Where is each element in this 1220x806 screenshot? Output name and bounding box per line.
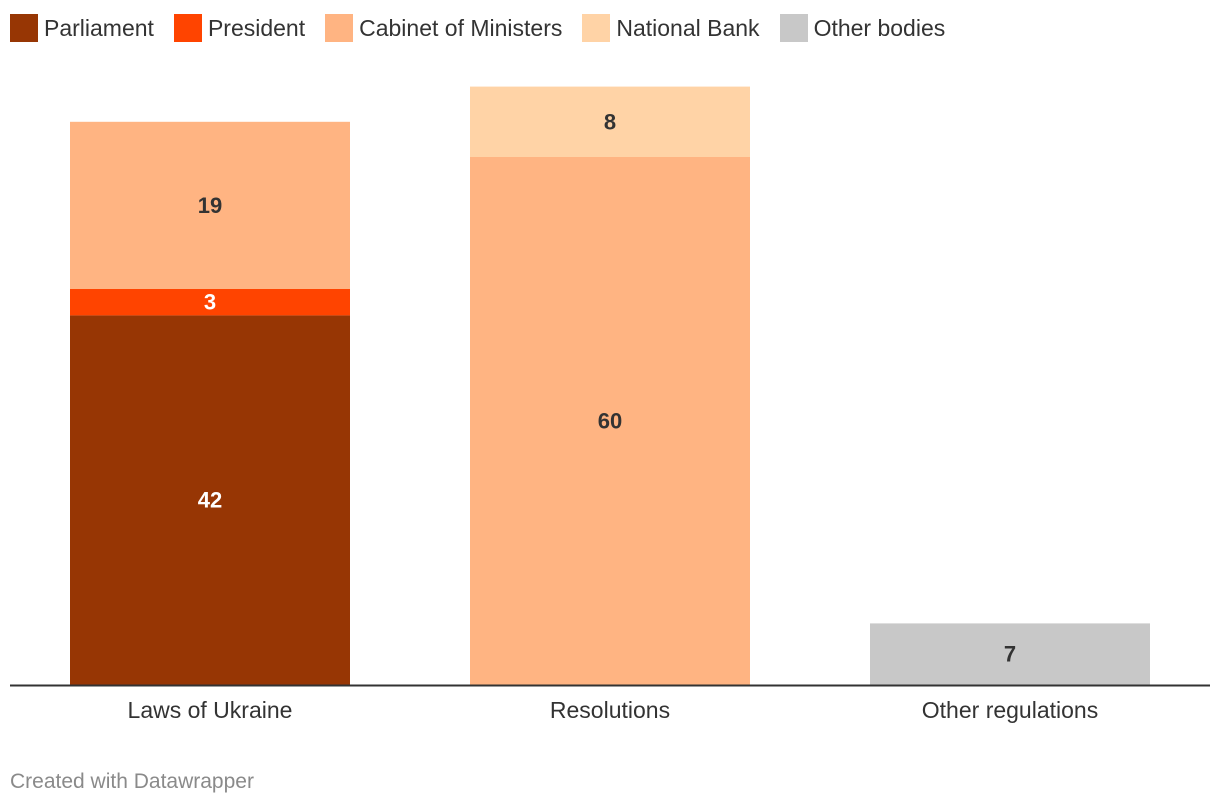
bar-segment [70,315,350,685]
legend-label: Cabinet of Ministers [359,14,563,41]
legend-label: National Bank [616,14,760,41]
data-label: 19 [198,193,222,218]
legend-item: Other bodies [779,14,946,42]
bar-segment [70,289,350,316]
legend-item: Parliament [10,14,154,42]
data-label: 3 [204,290,216,315]
legend-swatch [325,14,354,42]
legend-swatch [10,14,38,42]
bar-segment [870,623,1150,685]
data-label: 60 [598,409,622,434]
bar-segment [470,157,750,685]
x-tick-label: Other regulations [922,697,1098,723]
data-label: 42 [198,488,222,513]
legend-swatch [582,14,611,42]
legend-label: Other bodies [813,14,946,41]
legend-label: Parliament [44,14,154,41]
bar-segment [470,86,750,157]
legend-label: President [207,14,306,41]
legend-item: Cabinet of Ministers [325,14,562,42]
data-label: 8 [604,109,616,134]
legend-swatch [779,14,808,42]
data-label: 7 [1004,642,1016,667]
legend-swatch [173,14,202,42]
footer-credit: Created with Datawrapper [10,770,254,793]
x-tick-label: Resolutions [550,697,670,723]
chart-legend: Parliament President Cabinet of Ministers N… [10,13,965,43]
bar-segment [70,121,350,289]
legend-item: President [173,14,306,42]
x-tick-label: Laws of Ukraine [128,697,293,723]
legend-item: National Bank [582,14,760,42]
